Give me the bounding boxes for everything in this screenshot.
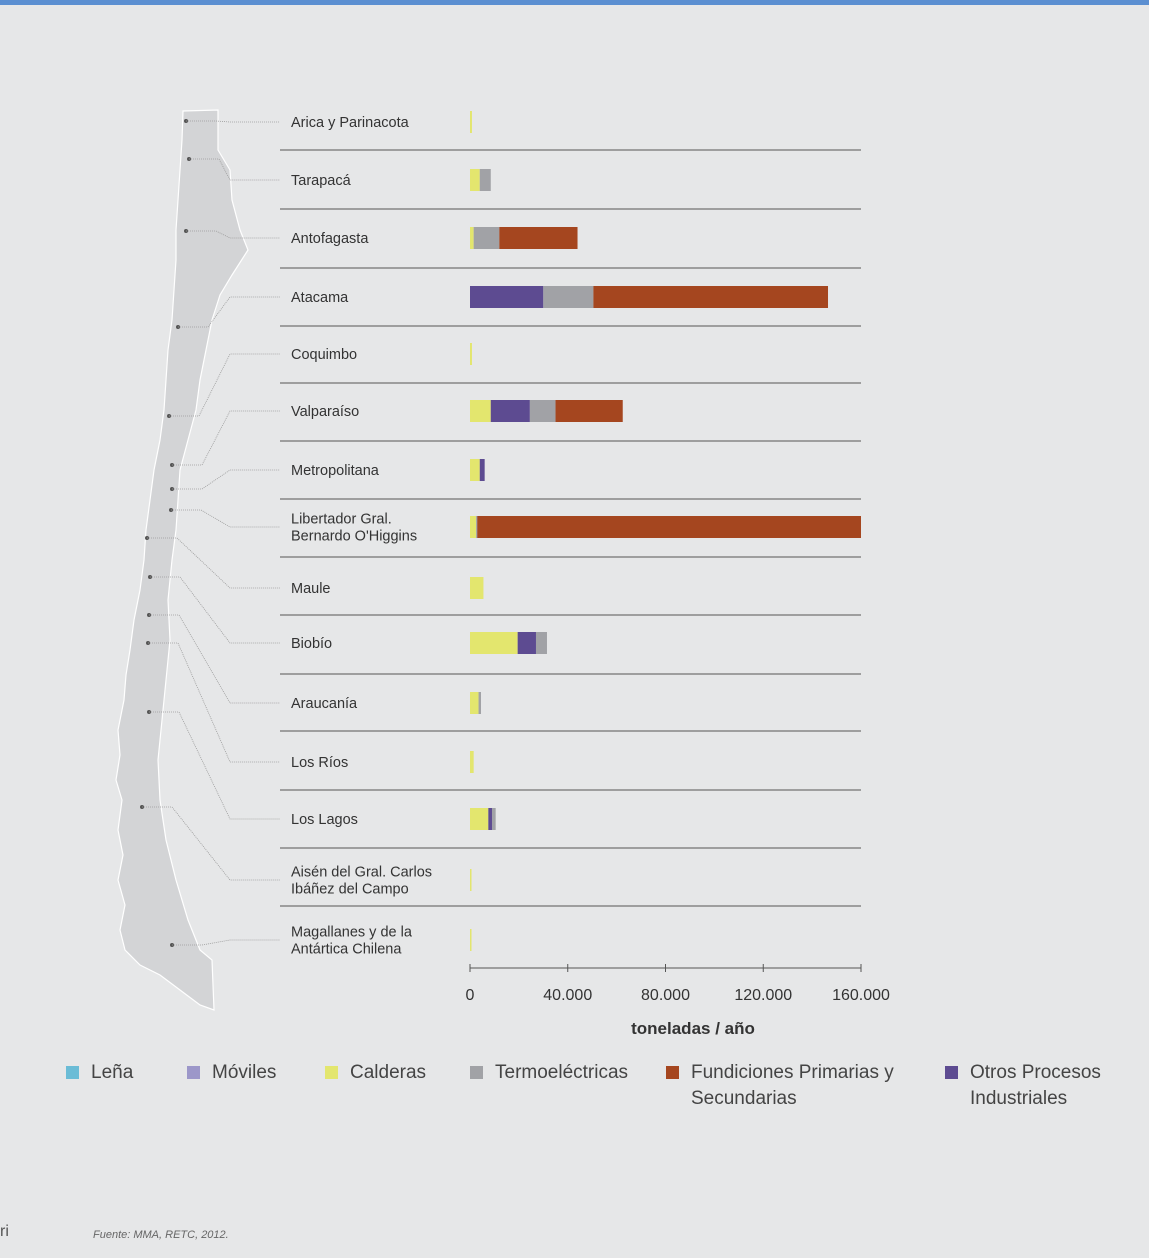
category-label: Los Ríos (291, 755, 348, 771)
category-label: Antofagasta (291, 231, 369, 247)
bar-segment (555, 400, 623, 422)
x-tick-label: 0 (466, 987, 475, 1004)
leader-line (149, 614, 280, 704)
bar-segment (473, 227, 500, 249)
category-label: Maule (291, 581, 331, 597)
x-tick-label: 80.000 (641, 987, 690, 1004)
category-label: Aisén del Gral. Carlos Ibáñez del Campo (291, 865, 432, 898)
chart-svg: Arica y Parinacota Tarapacá Antofagasta Ata… (115, 109, 890, 1038)
legend-swatch (187, 1066, 200, 1079)
bar-segment (470, 516, 477, 538)
chile-map (115, 109, 249, 1011)
legend-label: Termoeléctricas (495, 1062, 629, 1083)
legend-label: Leña (91, 1062, 134, 1083)
bar-segment (490, 400, 530, 422)
leader-line (171, 509, 280, 528)
category-label: Valparaíso (291, 404, 359, 420)
bar-segment (470, 459, 480, 481)
bar-segment (535, 632, 547, 654)
leader-lines (140, 119, 280, 947)
legend-item-moviles: Móviles (187, 1060, 276, 1086)
category-label: Libertador Gral. Bernardo O'Higgins (291, 512, 417, 545)
legend-label: Calderas (350, 1062, 427, 1083)
legend: Leña Móviles Calderas Termoeléctricas Fu… (0, 1060, 1149, 1120)
legend-label: Otros Procesos Industriales (970, 1062, 1101, 1109)
category-label: Atacama (291, 290, 349, 306)
bar-segment (470, 808, 489, 830)
bar-segment (479, 169, 491, 191)
leader-line (150, 576, 280, 644)
leader-line (149, 711, 280, 820)
legend-swatch (66, 1066, 79, 1079)
legend-item-otros-procesos: Otros Procesos Industriales (945, 1060, 1101, 1112)
leader-line (189, 158, 280, 181)
bar-segment (543, 286, 594, 308)
bar-segment (529, 400, 556, 422)
category-label: Araucanía (291, 696, 358, 712)
bar-segment (476, 516, 478, 538)
bar-segment (470, 869, 472, 891)
x-tick-label: 160.000 (832, 987, 890, 1004)
category-label: Biobío (291, 636, 332, 652)
bar-segment (470, 400, 491, 422)
legend-item-calderas: Calderas (325, 1060, 426, 1086)
source-note: Fuente: MMA, RETC, 2012. (93, 1229, 229, 1241)
bar-segment (470, 751, 474, 773)
leader-line (142, 806, 280, 881)
x-tick-label: 120.000 (734, 987, 792, 1004)
bar-segment (478, 692, 481, 714)
bar-segment (470, 111, 472, 133)
x-tick-label: 40.000 (543, 987, 592, 1004)
x-axis-title: toneladas / año (631, 1019, 755, 1038)
legend-item-lena: Leña (66, 1060, 133, 1086)
leader-line (186, 230, 280, 239)
category-label: Los Lagos (291, 812, 358, 828)
bar-segment (470, 169, 480, 191)
edge-text: ri (0, 1223, 9, 1240)
category-label: Magallanes y de la Antártica Chilena (291, 925, 413, 958)
legend-label: Fundiciones Primarias y Secundarias (691, 1062, 894, 1109)
category-label: Coquimbo (291, 347, 357, 363)
top-accent-bar (0, 0, 1149, 5)
category-label: Metropolitana (291, 463, 380, 479)
category-label: Tarapacá (291, 173, 352, 189)
leader-line (178, 296, 280, 328)
bar-segment (517, 632, 536, 654)
region-rows: Arica y Parinacota Tarapacá Antofagasta Ata… (280, 115, 861, 958)
bar-segment (491, 808, 496, 830)
leader-line (172, 939, 280, 946)
legend-item-fundiciones: Fundiciones Primarias y Secundarias (666, 1060, 894, 1112)
legend-swatch (666, 1066, 679, 1079)
legend-swatch (470, 1066, 483, 1079)
legend-swatch (945, 1066, 958, 1079)
leader-line (147, 537, 280, 589)
leader-line (172, 469, 280, 490)
leader-line (169, 353, 280, 417)
legend-item-termoelectricas: Termoeléctricas (470, 1060, 628, 1086)
category-label: Arica y Parinacota (291, 115, 410, 131)
leader-line (148, 642, 280, 763)
x-axis: 0 40.000 80.000 120.000 160.000 toneladas / a… (466, 964, 890, 1038)
bar-segment (470, 929, 472, 951)
bar-segment (470, 692, 479, 714)
bar-segment (470, 577, 484, 599)
bar-segment (477, 516, 861, 538)
bar-segment (593, 286, 829, 308)
leader-line (172, 410, 280, 466)
bar-segment (479, 459, 485, 481)
legend-swatch (325, 1066, 338, 1079)
bar-segment (470, 343, 472, 365)
leader-line (186, 120, 280, 123)
legend-label: Móviles (212, 1062, 277, 1083)
bars (470, 111, 861, 951)
bar-segment (470, 286, 544, 308)
bar-segment (470, 227, 474, 249)
bar-segment (499, 227, 578, 249)
bar-segment (488, 808, 492, 830)
chile-map-shape (115, 109, 249, 1011)
bar-segment (470, 632, 518, 654)
